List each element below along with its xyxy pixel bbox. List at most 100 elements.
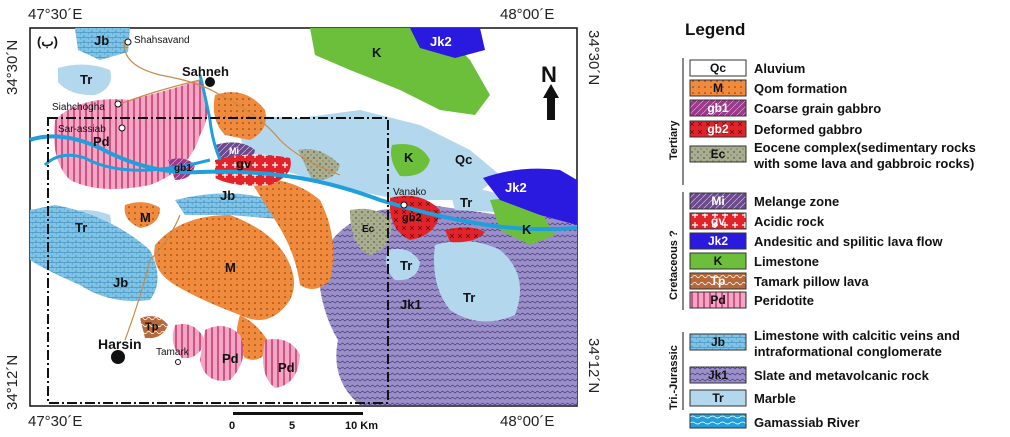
legend-text: Andesitic and spilitic lava flow [754,234,943,249]
legend-code: Mi [711,194,725,208]
label-m-center: M [225,260,236,275]
label-jk2-right: Jk2 [505,180,527,195]
tamark-marker [175,359,181,365]
town-siahchogha: Siahchogha [52,102,105,113]
legend-text: Peridotite [754,293,814,308]
shahsavand-marker [124,38,132,46]
sar-assiab-marker [118,124,126,132]
legend-code: Jk1 [707,368,729,382]
river-branch [43,153,211,172]
legend-text: Eocene complex(sedimentary rocks [754,140,976,155]
north-arrow-icon [543,84,559,120]
coord-bottom-right: 48°00´E [500,413,555,430]
legend-text: Limestone [754,254,820,269]
unit-m-small [124,202,160,228]
label-k-mid: K [404,150,414,165]
legend-text: Marble [754,391,796,406]
label-k-right: K [522,222,532,237]
legend-code: M [713,81,723,95]
label-tr-top: Tr [80,72,93,87]
legend-code: Tp [710,274,726,288]
legend-text-line2: intraformational conglomerate [754,344,942,359]
scale-bar [233,412,363,415]
unit-pd-s2 [262,339,300,388]
legend-code: gb2 [707,122,729,136]
label-pd-s1: Pd [222,351,239,366]
coord-bottom-left: 47°30´E [28,413,83,430]
north-label: N [541,62,557,87]
study-area-box [47,117,389,404]
label-pd-s2: Pd [278,360,295,375]
label-tr-right: Tr [460,195,473,210]
legend-title: Legend [685,20,746,39]
label-tr-mid: Tr [400,258,413,273]
unit-jb-sw [30,205,158,301]
scale-end: 10 Km [345,420,379,432]
label-gb1: gb1 [174,163,192,174]
unit-ec-2 [298,149,340,181]
label-k-top: K [372,45,382,60]
group-cretaceous: Cretaceous ? [668,230,680,300]
label-jb-center: Jb [220,188,236,203]
legend-code: K [713,254,723,268]
unit-m-north [213,92,266,140]
label-tr-left: Tr [75,220,88,235]
legend-text: Gamassiab River [754,415,860,430]
unit-marble-large [230,110,500,200]
sahneh-marker [205,77,215,87]
label-ec: Ec [362,224,375,235]
legend-text: Aluvium [754,61,806,76]
road-3 [124,214,181,341]
coord-right-bottom: 34°12´N [585,338,602,394]
label-jb-top: Jb [94,33,110,48]
unit-marble-river [450,189,500,212]
town-vanako: Vanako [393,187,427,198]
legend-text-line2: with some lava and gabbroic rocks) [754,156,975,171]
legend-text: Acidic rock [754,214,825,229]
label-gb2: gb2 [402,212,422,224]
unit-gv [215,154,291,186]
legend-code: Jb [710,335,725,349]
label-mi: Mi [229,146,239,156]
scale-mid: 5 [289,420,296,432]
unit-pd-s1 [200,326,244,381]
unit-ec [350,208,392,255]
unit-tp [140,316,168,339]
label-tp: Tp [145,321,159,333]
label-pd-west: Pd [93,134,110,149]
unit-gb2-b [445,227,485,243]
legend-code: Jk2 [707,234,729,248]
label-jk1: Jk1 [400,297,422,312]
legend-code: gv [710,214,725,228]
coord-left-bottom: 34°12´N [4,354,21,410]
town-tamark: Tamark [156,347,189,358]
unit-jk2-top [410,28,485,58]
town-harsin: Harsin [98,336,142,352]
group-tertiary: Tertiary [668,120,680,160]
label-tr-east: Tr [463,290,476,305]
legend-code: gb1 [707,101,729,115]
coord-left-top: 34°30´N [4,39,21,95]
legend-text: Limestone with calcitic veins and [754,328,960,343]
legend-code: Pd [710,293,726,307]
unit-pd-s3 [172,324,205,359]
legend-text: Melange zone [754,194,840,209]
label-jk2-top: Jk2 [430,34,452,49]
coord-right-top: 34°30´N [585,30,602,86]
legend-code: Qc [709,61,726,75]
legend-text: Deformed gabbro [754,122,863,137]
unit-m-east [250,179,334,289]
siahchogha-marker [114,100,122,108]
legend-text: Tamark pillow lava [754,274,869,289]
legend-text: Slate and metavolcanic rock [754,368,929,383]
road-2 [117,79,201,106]
unit-k-mid [391,144,430,177]
harsin-marker [111,350,125,364]
unit-jb-top [75,28,130,60]
town-sahneh: Sahneh [182,64,229,79]
unit-m-south [236,315,270,360]
unit-marble-mid [386,248,420,281]
unit-marble-top [58,64,111,96]
legend-code: Tr [712,391,724,405]
